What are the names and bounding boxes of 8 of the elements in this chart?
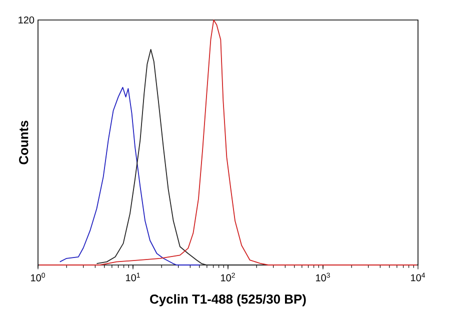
x-tick-label: 10$^{4}$ <box>411 272 426 282</box>
x-tick-label: 10$^{2}$ <box>221 272 235 282</box>
x-tick-label: 10$^{0}$ <box>31 272 45 282</box>
x-tick-label: 10$^{3}$ <box>316 272 330 282</box>
y-axis-title: Counts <box>19 120 28 164</box>
text: 120 <box>18 16 34 24</box>
x-axis-title: Cyclin T1-488 (525/30 BP) <box>150 294 306 306</box>
x-tick-label: 10$^{1}$ <box>126 272 140 282</box>
